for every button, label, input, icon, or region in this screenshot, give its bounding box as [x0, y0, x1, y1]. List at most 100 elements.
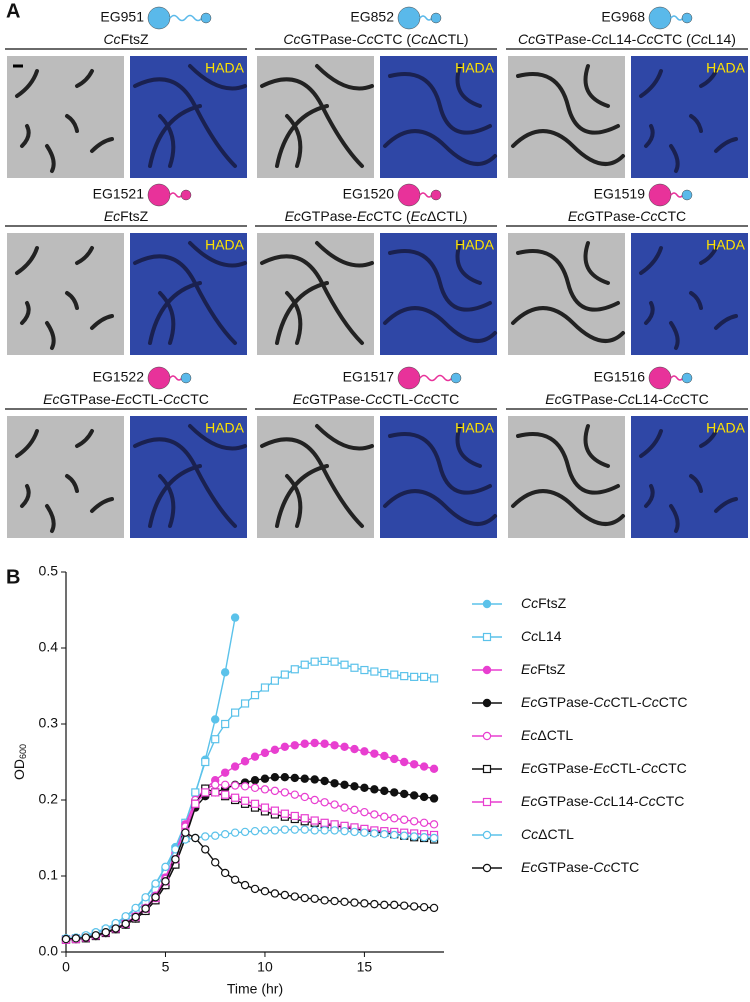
y-tick-label: 0.5: [39, 563, 59, 579]
domain-icon: [397, 183, 421, 207]
ctc-icon: [681, 372, 693, 384]
marker: [270, 745, 280, 755]
linker-icon: [169, 192, 183, 198]
marker: [191, 833, 200, 843]
marker: [211, 780, 220, 790]
marker: [161, 877, 170, 886]
cells: [639, 246, 738, 350]
marker: [310, 816, 319, 825]
marker: [360, 783, 369, 793]
cells: [133, 241, 247, 345]
legend-marker: [482, 599, 492, 609]
cells: [511, 64, 625, 166]
marker: [280, 788, 290, 797]
marker: [420, 672, 429, 681]
stain-label: HADA: [205, 237, 245, 253]
strain-id: EG951: [100, 9, 144, 25]
marker: [240, 880, 250, 890]
marker: [400, 901, 409, 910]
cells: [639, 69, 738, 173]
marker: [260, 887, 270, 896]
marker: [141, 893, 150, 902]
legend-marker: [482, 797, 492, 807]
legend-marker: [482, 863, 492, 873]
marker: [280, 670, 289, 679]
construct-name: EcGTPase-EcCTL-CcCTC: [43, 391, 209, 407]
stain-label: HADA: [205, 420, 245, 436]
linker-icon: [670, 15, 684, 21]
marker: [181, 828, 190, 837]
marker: [400, 672, 409, 681]
ctc-icon: [180, 189, 192, 201]
marker: [320, 798, 329, 807]
marker: [240, 757, 250, 766]
marker: [340, 826, 349, 836]
marker: [390, 830, 399, 840]
series-line: [65, 831, 435, 940]
marker: [340, 742, 349, 752]
marker: [270, 806, 279, 815]
marker: [310, 738, 319, 748]
marker: [91, 931, 101, 940]
marker: [270, 676, 279, 685]
marker: [370, 899, 379, 909]
ctc-icon: [180, 372, 192, 384]
marker: [409, 791, 419, 800]
linker-icon: [419, 374, 453, 382]
linker-icon: [670, 375, 684, 381]
marker: [81, 933, 91, 942]
panel-label: A: [6, 0, 20, 22]
marker: [409, 817, 419, 826]
domain-icon: [397, 366, 421, 390]
domain-icon: [648, 183, 672, 207]
marker: [230, 828, 240, 837]
marker: [260, 803, 270, 812]
domain-icon: [147, 183, 171, 207]
y-tick-label: 0.2: [39, 791, 59, 807]
marker: [380, 830, 389, 839]
strain-id: EG1519: [594, 186, 646, 202]
marker: [260, 774, 270, 783]
marker: [380, 900, 389, 910]
cells: [383, 64, 497, 166]
marker: [280, 742, 290, 752]
marker: [300, 792, 309, 802]
legend-label: EcΔCTL: [521, 727, 573, 743]
marker: [240, 796, 250, 805]
legend-label: CcL14: [521, 628, 562, 644]
ctc-icon: [430, 189, 442, 201]
marker: [380, 668, 389, 678]
marker: [250, 799, 260, 808]
marker: [429, 833, 439, 843]
linker-icon: [419, 15, 433, 21]
legend-label: EcGTPase-CcL14-CcCTC: [521, 793, 684, 809]
linker-icon: [670, 192, 684, 198]
marker: [390, 900, 399, 910]
marker: [161, 862, 170, 872]
stain-label: HADA: [706, 60, 746, 76]
marker: [400, 789, 409, 799]
marker: [111, 924, 120, 933]
marker: [240, 827, 250, 837]
legend-label: EcFtsZ: [521, 661, 566, 677]
marker: [320, 896, 329, 905]
marker: [290, 892, 299, 901]
marker: [409, 832, 419, 841]
marker: [330, 826, 339, 835]
strain-id: EG1517: [343, 369, 395, 385]
marker: [429, 794, 439, 803]
marker: [409, 902, 419, 911]
y-tick-label: 0.4: [39, 639, 59, 655]
y-tick-label: 0.0: [39, 943, 59, 959]
marker: [350, 744, 359, 754]
marker: [151, 893, 160, 902]
legend-label: CcFtsZ: [521, 595, 567, 611]
phase-image: [508, 56, 625, 178]
cells: [383, 241, 497, 343]
strain-id: EG1516: [594, 369, 646, 385]
ctc-icon: [681, 189, 693, 201]
strain-id: EG1520: [343, 186, 395, 202]
marker: [131, 903, 140, 913]
marker: [400, 831, 409, 840]
marker: [370, 810, 379, 819]
